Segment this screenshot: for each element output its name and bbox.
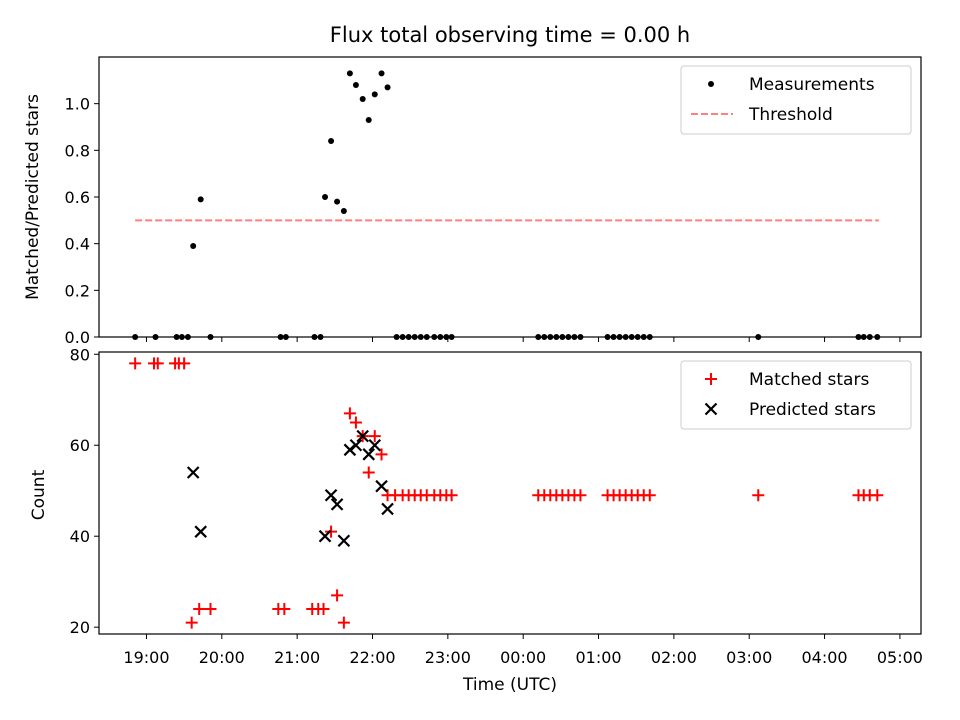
matched-star-point bbox=[574, 489, 587, 502]
y-tick-label: 0.4 bbox=[65, 235, 90, 254]
matched-star-point bbox=[871, 489, 884, 502]
measurement-point bbox=[359, 96, 366, 102]
x-tick-label: 19:00 bbox=[123, 648, 169, 667]
axes-frame bbox=[98, 56, 922, 338]
x-tick-label: 05:00 bbox=[877, 648, 923, 667]
chart-title: Flux total observing time = 0.00 h bbox=[330, 23, 690, 47]
legend: Measurements Threshold bbox=[680, 65, 912, 135]
y-tick-label: 1.0 bbox=[65, 95, 90, 114]
measurement-point bbox=[328, 138, 335, 144]
predicted-star-point bbox=[362, 448, 376, 461]
matched-star-point bbox=[331, 589, 344, 602]
ratio-y-axis-label: Matched/Predicted stars bbox=[23, 94, 43, 300]
matched-star-point bbox=[343, 407, 356, 420]
measurement-point bbox=[384, 84, 391, 91]
legend-box bbox=[680, 65, 912, 135]
predicted-star-point bbox=[349, 438, 363, 452]
x-tick-label: 01:00 bbox=[575, 648, 621, 667]
predicted-star-point bbox=[194, 525, 207, 538]
count-panel: 20 40 60 80 19:00 20:00 21:00 22:00 23:00 00:00 01… bbox=[70, 345, 923, 667]
matched-star-point bbox=[278, 602, 291, 615]
x-tick-label: 21:00 bbox=[274, 648, 320, 667]
measurement-point bbox=[334, 198, 341, 205]
axes-frame bbox=[98, 351, 922, 635]
x-tick-label: 23:00 bbox=[425, 648, 471, 667]
measurement-point bbox=[371, 91, 378, 98]
matched-star-point bbox=[151, 357, 164, 370]
legend-measurement-marker bbox=[708, 81, 714, 87]
legend-label: Measurements bbox=[749, 75, 875, 95]
predicted-star-point bbox=[186, 466, 200, 479]
ratio-panel: 0.0 0.2 0.4 0.6 0.8 1.0 Measurements Threshold bbox=[65, 56, 922, 347]
x-tick-label: 03:00 bbox=[726, 648, 772, 667]
predicted-star-point bbox=[381, 502, 394, 516]
matched-star-point bbox=[185, 616, 198, 629]
x-tick-label: 02:00 bbox=[651, 648, 697, 667]
measurement-point bbox=[322, 194, 329, 200]
matched-star-point bbox=[362, 466, 375, 479]
legend-matched-marker bbox=[705, 373, 717, 385]
y-tick-label: 0.6 bbox=[65, 188, 90, 207]
predicted-star-point bbox=[368, 438, 382, 452]
matched-star-point bbox=[193, 602, 206, 615]
predicted-star-point bbox=[375, 479, 388, 493]
y-tick-label: 0.8 bbox=[65, 141, 90, 160]
matched-star-point bbox=[375, 448, 388, 461]
measurement-point bbox=[378, 70, 385, 77]
matched-star-point bbox=[317, 602, 330, 615]
y-tick-label: 20 bbox=[70, 618, 90, 637]
y-tick-label: 60 bbox=[70, 436, 90, 455]
legend-box bbox=[680, 360, 912, 430]
measurement-point bbox=[346, 70, 353, 77]
matched-star-point bbox=[204, 602, 217, 615]
y-tick-label: 40 bbox=[70, 527, 90, 546]
count-y-axis-label: Count bbox=[29, 469, 49, 520]
matched-star-point bbox=[178, 357, 191, 370]
x-tick-label: 00:00 bbox=[500, 648, 546, 667]
matched-star-point bbox=[349, 416, 362, 429]
y-tick-label: 80 bbox=[70, 345, 90, 364]
legend-predicted-marker bbox=[704, 402, 718, 416]
matched-star-point bbox=[752, 489, 765, 502]
x-tick-label: 04:00 bbox=[802, 648, 848, 667]
matched-star-point bbox=[643, 489, 656, 502]
legend-label: Predicted stars bbox=[749, 400, 876, 420]
measurement-point bbox=[190, 243, 197, 249]
matched-star-point bbox=[368, 430, 381, 443]
y-tick-label: 0.0 bbox=[65, 328, 90, 347]
legend-label: Matched stars bbox=[749, 370, 869, 390]
legend-label: Threshold bbox=[748, 105, 833, 125]
x-tick-label: 22:00 bbox=[349, 648, 395, 667]
measurement-point bbox=[352, 82, 359, 88]
measurement-point bbox=[365, 117, 372, 123]
predicted-star-point bbox=[324, 488, 338, 502]
measurement-point bbox=[197, 196, 204, 203]
matched-star-point bbox=[337, 616, 350, 629]
predicted-star-point bbox=[318, 529, 332, 543]
measurement-point bbox=[340, 208, 347, 214]
predicted-star-point bbox=[337, 534, 351, 548]
predicted-star-point bbox=[356, 429, 369, 443]
x-tick-label: 20:00 bbox=[199, 648, 245, 667]
x-axis-label: Time (UTC) bbox=[462, 675, 557, 695]
y-tick-label: 0.2 bbox=[65, 281, 90, 300]
matched-star-point bbox=[129, 357, 142, 370]
predicted-star-point bbox=[330, 498, 344, 511]
legend: Matched stars Predicted stars bbox=[680, 360, 912, 430]
matched-star-point bbox=[445, 489, 458, 502]
